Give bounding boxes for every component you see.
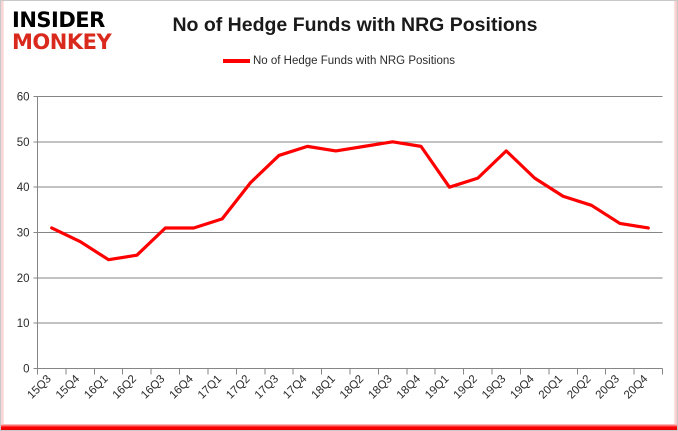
y-axis-tick-label: 10: [17, 318, 30, 330]
x-axis-tick-label: 17Q2: [224, 373, 252, 401]
y-axis-labels-group: 60 50 40 30 20 10 0: [17, 92, 30, 376]
x-axis-tick-label: 18Q3: [366, 373, 394, 401]
frame-edge-right: [674, 0, 678, 431]
x-axis-tick-label: 18Q1: [310, 373, 338, 401]
data-series-line: [50, 140, 650, 262]
x-axis-tick-label: 19Q4: [508, 373, 537, 402]
legend-color-swatch: [223, 59, 250, 63]
chart-title: No of Hedge Funds with NRG Positions: [172, 14, 538, 36]
x-axis-tick-label: 19Q2: [452, 373, 480, 401]
logo-text-insider: INSIDER: [12, 8, 105, 32]
x-axis-tick-label: 18Q2: [338, 373, 366, 401]
x-axis-tick-label: 19Q1: [423, 373, 451, 401]
y-axis-tick-label: 20: [17, 273, 30, 285]
x-axis-tick-label: 16Q3: [139, 373, 167, 401]
x-axis-tick-label: 17Q3: [253, 373, 281, 401]
x-axis-tick-label: 16Q1: [82, 373, 110, 401]
insider-monkey-logo: INSIDER MONKEY: [12, 10, 132, 53]
x-axis-tick-label: 17Q1: [196, 373, 224, 401]
frame-edge-left: [0, 0, 4, 431]
legend-item-label: No of Hedge Funds with NRG Positions: [253, 55, 455, 67]
x-axis-tick-label: 15Q3: [25, 373, 53, 401]
x-axis-tick-label: 17Q4: [281, 373, 310, 402]
x-axis-tick-label: 16Q2: [111, 373, 139, 401]
x-axis-ticks-group: [37, 368, 663, 375]
x-axis-tick-label: 20Q2: [565, 373, 593, 401]
x-axis-tick-label: 15Q4: [54, 373, 83, 402]
x-axis-tick-label: 20Q3: [594, 373, 622, 401]
y-axis-tick-label: 40: [17, 182, 30, 194]
y-axis-tick-label: 0: [23, 364, 29, 376]
x-axis-labels-group: 15Q3 15Q4 16Q1 16Q2 16Q3 16Q4 17Q1 17Q2 17Q3 17Q4…: [25, 373, 650, 402]
gridlines-group: [33, 96, 663, 369]
chart-legend: No of Hedge Funds with NRG Positions: [0, 55, 678, 67]
frame-edge-bottom: [0, 424, 678, 431]
x-axis-tick-label: 18Q4: [395, 373, 424, 402]
y-axis-tick-label: 50: [17, 137, 30, 149]
x-axis-tick-label: 20Q1: [537, 373, 565, 401]
logo-text-monkey: MONKEY: [12, 30, 112, 54]
y-axis-tick-label: 30: [17, 228, 30, 240]
x-axis-tick-label: 20Q4: [622, 373, 651, 402]
x-axis-tick-label: 16Q4: [167, 373, 196, 402]
y-axis-tick-label: 60: [17, 92, 30, 104]
x-axis-tick-label: 19Q3: [480, 373, 508, 401]
